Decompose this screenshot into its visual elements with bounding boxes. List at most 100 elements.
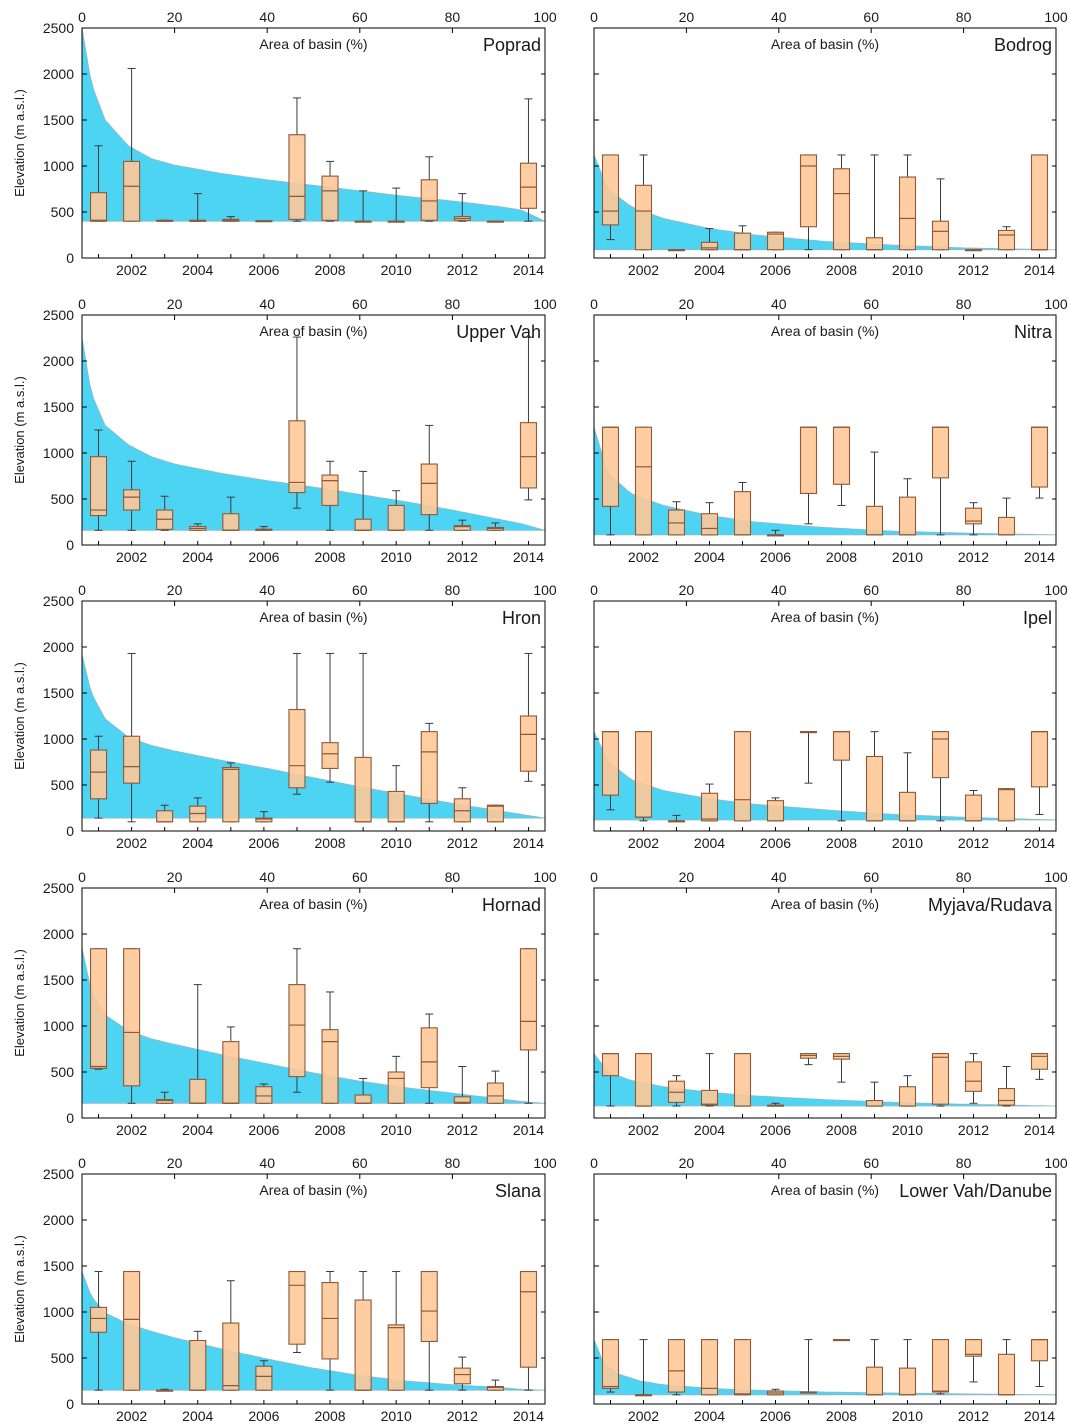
bottom-tick-label: 2010 bbox=[892, 262, 923, 278]
top-tick-label: 0 bbox=[590, 582, 598, 598]
top-tick-label: 80 bbox=[445, 869, 461, 885]
box-iqr bbox=[634, 731, 653, 818]
y-tick-label: 1500 bbox=[43, 399, 74, 415]
box-iqr bbox=[321, 1029, 339, 1104]
bottom-tick-label: 2004 bbox=[694, 835, 725, 851]
area-axis-label: Area of basin (%) bbox=[771, 36, 879, 52]
box-iqr bbox=[964, 1339, 983, 1357]
box-iqr bbox=[519, 1270, 538, 1368]
bottom-tick-label: 2014 bbox=[513, 549, 544, 565]
boxplot-mark bbox=[997, 788, 1016, 822]
y-tick-label: 2500 bbox=[43, 593, 74, 609]
boxplot-mark bbox=[519, 652, 538, 782]
bottom-tick-label: 2008 bbox=[826, 1122, 857, 1138]
bottom-tick-label: 2008 bbox=[314, 835, 345, 851]
bottom-tick-label: 2010 bbox=[381, 549, 412, 565]
box-iqr bbox=[486, 804, 504, 823]
boxplot-mark bbox=[964, 1339, 983, 1383]
top-tick-label: 0 bbox=[78, 582, 86, 598]
bottom-tick-label: 2004 bbox=[182, 262, 213, 278]
boxplot-mark bbox=[189, 193, 207, 222]
bottom-tick-label: 2006 bbox=[248, 1408, 279, 1423]
y-tick-label: 500 bbox=[51, 1350, 75, 1366]
boxplot-mark bbox=[634, 426, 653, 536]
box-iqr bbox=[700, 1339, 719, 1396]
bottom-tick-label: 2012 bbox=[447, 549, 478, 565]
plot-frame bbox=[81, 314, 546, 546]
plot-frame bbox=[81, 27, 546, 259]
boxplot-mark bbox=[189, 1330, 207, 1391]
box-iqr bbox=[700, 241, 719, 251]
boxplot-mark bbox=[898, 1339, 917, 1396]
boxplot-mark bbox=[255, 526, 273, 531]
boxplot-mark bbox=[255, 811, 273, 823]
bottom-tick-label: 2006 bbox=[248, 262, 279, 278]
box-iqr bbox=[123, 1270, 141, 1391]
box-iqr bbox=[1030, 154, 1049, 251]
box-iqr bbox=[865, 1099, 884, 1107]
box-iqr bbox=[700, 792, 719, 822]
boxplot-mark bbox=[799, 1053, 818, 1066]
bottom-tick-label: 2002 bbox=[628, 1122, 659, 1138]
box-iqr bbox=[387, 504, 405, 531]
boxplot-mark bbox=[733, 1339, 752, 1396]
boxplot-mark bbox=[997, 1065, 1016, 1107]
boxplot-mark bbox=[865, 154, 884, 251]
top-tick-label: 80 bbox=[956, 9, 972, 25]
boxplot-mark bbox=[420, 722, 438, 823]
top-tick-label: 100 bbox=[533, 1155, 557, 1171]
boxplot-mark bbox=[354, 470, 372, 531]
boxplot-mark bbox=[387, 1271, 405, 1391]
basin-panel: 0 20 40 60 80 100 2002 2004 2006 2008 2010 2012 2014… bbox=[590, 869, 1068, 1138]
y-tick-label: 1000 bbox=[43, 1304, 74, 1320]
top-tick-label: 20 bbox=[167, 582, 183, 598]
boxplot-mark bbox=[634, 1053, 653, 1107]
boxplot-mark bbox=[354, 1077, 372, 1104]
box-iqr bbox=[1030, 1339, 1049, 1362]
box-iqr bbox=[519, 715, 538, 772]
boxplot-mark bbox=[832, 1338, 851, 1342]
box-iqr bbox=[354, 1299, 372, 1391]
bottom-tick-label: 2012 bbox=[958, 835, 989, 851]
boxplot-mark bbox=[1030, 154, 1049, 251]
boxplot-mark bbox=[700, 502, 719, 536]
top-tick-label: 100 bbox=[1044, 9, 1068, 25]
boxplot-mark bbox=[156, 219, 174, 222]
box-iqr bbox=[634, 184, 653, 251]
bottom-tick-label: 2004 bbox=[694, 1408, 725, 1423]
top-tick-label: 40 bbox=[259, 582, 275, 598]
plot-frame bbox=[593, 27, 1057, 259]
top-tick-label: 0 bbox=[78, 296, 86, 312]
boxplot-mark bbox=[387, 765, 405, 823]
box-iqr bbox=[354, 1094, 372, 1104]
y-tick-label: 1500 bbox=[43, 972, 74, 988]
box-iqr bbox=[931, 220, 950, 251]
boxplot-mark bbox=[931, 1339, 950, 1395]
box-iqr bbox=[89, 192, 108, 222]
top-tick-label: 0 bbox=[590, 869, 598, 885]
top-tick-label: 20 bbox=[167, 1155, 183, 1171]
box-iqr bbox=[700, 513, 719, 536]
box-iqr bbox=[733, 731, 752, 822]
top-tick-label: 20 bbox=[679, 9, 695, 25]
bottom-tick-label: 2012 bbox=[958, 1122, 989, 1138]
box-iqr bbox=[634, 426, 653, 536]
box-iqr bbox=[123, 948, 141, 1087]
box-iqr bbox=[89, 1306, 108, 1333]
top-tick-label: 80 bbox=[956, 296, 972, 312]
box-iqr bbox=[156, 1099, 174, 1104]
bottom-tick-label: 2008 bbox=[826, 1408, 857, 1423]
boxplot-mark bbox=[519, 948, 538, 1104]
box-iqr bbox=[898, 791, 917, 822]
boxplot-mark bbox=[420, 1270, 438, 1391]
box-iqr bbox=[453, 1096, 471, 1104]
bottom-tick-label: 2010 bbox=[381, 262, 412, 278]
plot-frame bbox=[593, 1173, 1057, 1405]
top-tick-label: 80 bbox=[445, 1155, 461, 1171]
box-iqr bbox=[453, 525, 471, 531]
bottom-tick-label: 2014 bbox=[513, 835, 544, 851]
top-tick-label: 60 bbox=[352, 1155, 368, 1171]
top-tick-label: 0 bbox=[78, 9, 86, 25]
